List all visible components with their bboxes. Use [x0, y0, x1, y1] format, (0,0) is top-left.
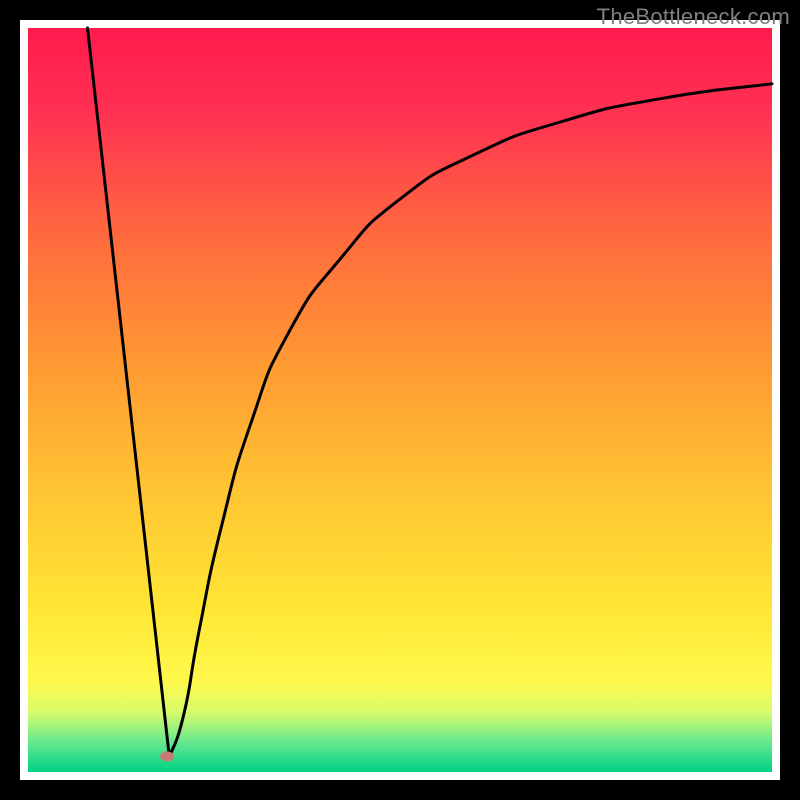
optimum-marker — [160, 751, 174, 761]
chart-svg — [0, 0, 800, 800]
watermark-text: TheBottleneck.com — [597, 4, 790, 30]
chart-container: TheBottleneck.com — [0, 0, 800, 800]
plot-background — [28, 28, 772, 772]
